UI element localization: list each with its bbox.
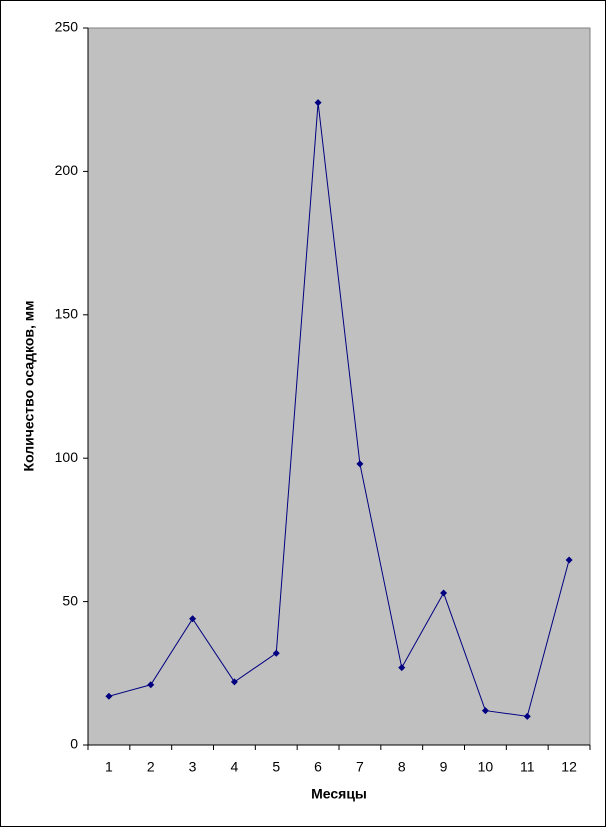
marker <box>356 460 364 468</box>
y-tick-label: 150 <box>55 306 79 322</box>
x-tick-label: 12 <box>561 759 577 775</box>
marker <box>147 681 155 689</box>
x-tick-label: 6 <box>314 759 322 775</box>
x-tick-label: 8 <box>398 759 406 775</box>
x-tick-label: 4 <box>231 759 239 775</box>
x-tick-label: 10 <box>478 759 494 775</box>
y-tick-label: 100 <box>55 449 79 465</box>
y-tick-label: 0 <box>70 736 78 752</box>
x-tick-label: 11 <box>520 759 535 775</box>
x-tick-label: 2 <box>147 759 155 775</box>
y-tick-label: 200 <box>55 162 79 178</box>
marker <box>105 692 113 700</box>
x-tick-label: 5 <box>272 759 280 775</box>
marker <box>481 707 489 715</box>
marker <box>398 664 406 672</box>
line <box>108 102 570 717</box>
marker <box>565 556 573 564</box>
y-tick-label: 250 <box>55 19 79 35</box>
marker <box>440 589 448 597</box>
x-tick-label: 1 <box>105 759 113 775</box>
x-tick-label: 9 <box>440 759 448 775</box>
marker <box>272 649 280 657</box>
marker <box>523 712 531 720</box>
y-tick-label: 50 <box>62 592 78 608</box>
marker <box>230 678 238 686</box>
x-tick-label: 3 <box>189 759 197 775</box>
marker <box>189 615 197 623</box>
marker <box>314 99 322 107</box>
y-axis-title: Количество осадков, мм <box>21 301 37 472</box>
plot-area <box>87 27 591 746</box>
x-tick-label: 7 <box>356 759 364 775</box>
x-axis-title: Месяцы <box>311 786 367 802</box>
